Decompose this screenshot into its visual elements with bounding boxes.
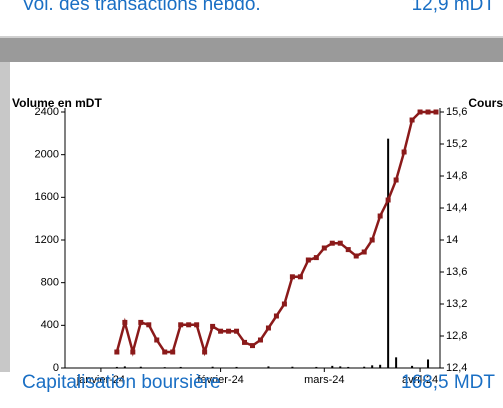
price-marker	[297, 274, 303, 280]
side-strip	[0, 62, 10, 372]
price-marker	[146, 322, 152, 328]
volume-bar	[179, 366, 182, 368]
price-marker	[218, 328, 224, 334]
volume-bar	[291, 366, 294, 368]
y2-tick-label: 14,4	[446, 202, 467, 214]
price-marker	[210, 323, 216, 329]
volume-bar	[123, 366, 126, 368]
footer-row: Capitalisation boursière 168,5 MDT	[22, 372, 495, 394]
x-tick-label: mars-24	[304, 374, 344, 386]
price-marker	[353, 253, 359, 259]
price-marker	[234, 328, 240, 334]
x-tick-label: janvier-24	[76, 374, 125, 386]
price-marker	[170, 349, 176, 355]
volume-bar	[379, 364, 382, 368]
price-marker	[250, 343, 255, 349]
y2-tick-label: 14,8	[446, 170, 467, 182]
price-marker	[345, 247, 351, 253]
price-marker	[154, 337, 160, 343]
y2-tick-label: 14	[446, 234, 458, 246]
price-marker	[242, 339, 248, 345]
price-marker	[401, 149, 407, 155]
volume-bar	[411, 365, 414, 368]
volume-bar	[139, 366, 142, 368]
volume-bar	[339, 366, 342, 368]
volume-bar	[163, 367, 166, 368]
price-marker	[409, 117, 415, 123]
price-marker	[281, 301, 287, 307]
price-marker	[329, 240, 335, 246]
y2-tick-label: 12,8	[446, 330, 467, 342]
price-marker	[305, 257, 311, 263]
x-tick-label: février-24	[197, 374, 243, 386]
footer-label: Capitalisation boursière	[22, 372, 221, 393]
y2-tick-label: 12,4	[446, 362, 467, 374]
y2-tick-label: 13,6	[446, 266, 467, 278]
price-marker	[122, 319, 128, 325]
footer-value: 168,5 MDT	[401, 372, 495, 393]
separator-band	[0, 38, 503, 62]
volume-bar	[427, 359, 430, 368]
y-tick-label: 1600	[35, 191, 59, 203]
price-marker	[257, 337, 263, 343]
y2-tick-label: 13,2	[446, 298, 467, 310]
volume-bar	[267, 366, 270, 368]
volume-bar	[363, 366, 366, 368]
price-marker	[114, 349, 120, 355]
price-marker	[425, 109, 431, 115]
price-marker	[178, 322, 184, 328]
y-tick-label: 400	[41, 319, 59, 331]
y-axis-title: Volume en mDT	[12, 96, 102, 110]
y2-tick-label: 15,6	[446, 106, 467, 118]
price-marker	[265, 325, 271, 331]
price-marker	[337, 240, 343, 246]
x-tick-label: avril-24	[402, 374, 438, 386]
y-tick-label: 800	[41, 277, 59, 289]
price-marker	[162, 349, 168, 355]
y2-axis-title: Cours	[468, 96, 503, 110]
price-marker	[202, 349, 208, 355]
header-value: 12,9 mDT	[411, 0, 495, 15]
y2-tick-label: 15,2	[446, 138, 467, 150]
y-tick-label: 2400	[35, 106, 59, 118]
price-marker	[321, 245, 327, 251]
volume-bar	[235, 366, 238, 368]
price-marker	[369, 237, 375, 243]
volume-bar	[387, 138, 390, 368]
price-marker	[393, 177, 399, 183]
volume-bar	[371, 365, 374, 368]
price-marker	[313, 255, 319, 261]
price-marker	[186, 322, 192, 328]
volume-bar	[347, 366, 350, 368]
price-marker	[377, 213, 383, 219]
volume-bar	[331, 365, 334, 368]
price-marker	[385, 197, 391, 203]
price-marker	[417, 109, 423, 115]
volume-bar	[315, 366, 318, 368]
volume-bar	[211, 366, 214, 368]
volume-bar	[395, 357, 398, 368]
y-tick-label: 1200	[35, 234, 59, 246]
price-marker	[130, 349, 136, 355]
price-marker	[361, 249, 367, 255]
price-marker	[226, 328, 232, 334]
header-row: Vol. des transactions hebdo. 12,9 mDT	[22, 0, 495, 24]
y-tick-label: 2000	[35, 149, 59, 161]
price-marker	[138, 319, 144, 325]
header-label: Vol. des transactions hebdo.	[22, 0, 261, 15]
y-tick-label: 0	[53, 362, 59, 374]
price-marker	[433, 109, 439, 115]
price-marker	[194, 322, 200, 328]
price-marker	[273, 313, 279, 319]
price-marker	[289, 274, 295, 280]
volume-bar	[115, 366, 118, 368]
